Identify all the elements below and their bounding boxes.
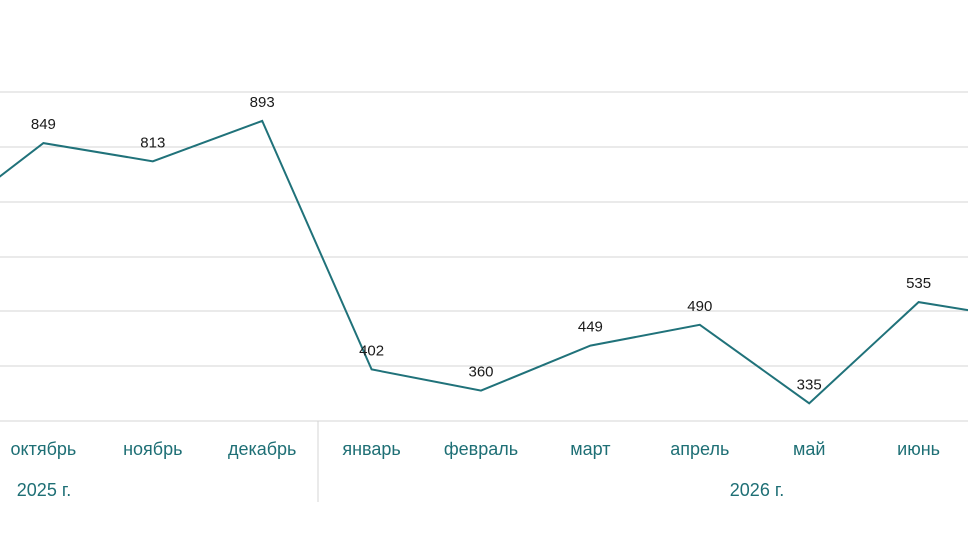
data-label: 360	[468, 364, 493, 381]
x-tick-label: ноябрь	[123, 439, 182, 459]
data-labels: 849 813 893 402 360 449 490 335 535	[31, 94, 931, 393]
series-line	[0, 119, 968, 405]
x-tick-label: март	[570, 439, 610, 459]
data-label: 449	[578, 319, 603, 336]
year-group-labels: 2025 г. 2026 г.	[17, 480, 784, 500]
series-line-group	[0, 119, 968, 405]
data-label: 813	[140, 134, 165, 151]
data-label: 849	[31, 116, 56, 133]
x-tick-label: февраль	[444, 439, 518, 459]
x-tick-label: июнь	[897, 439, 940, 459]
data-label: 335	[797, 376, 822, 393]
x-tick-labels: октябрь ноябрь декабрь январь февраль март апр…	[11, 439, 941, 459]
x-tick-label: октябрь	[11, 439, 77, 459]
x-tick-label: январь	[342, 439, 400, 459]
x-tick-label: май	[793, 439, 825, 459]
data-label: 535	[906, 275, 931, 292]
data-label: 402	[359, 342, 384, 359]
year-group-label: 2025 г.	[17, 480, 71, 500]
year-group-label: 2026 г.	[730, 480, 784, 500]
x-tick-label: апрель	[670, 439, 729, 459]
data-label: 490	[687, 298, 712, 315]
x-axis	[0, 420, 968, 502]
data-label: 893	[250, 94, 275, 111]
gridlines	[0, 91, 968, 367]
x-tick-label: декабрь	[228, 439, 297, 459]
